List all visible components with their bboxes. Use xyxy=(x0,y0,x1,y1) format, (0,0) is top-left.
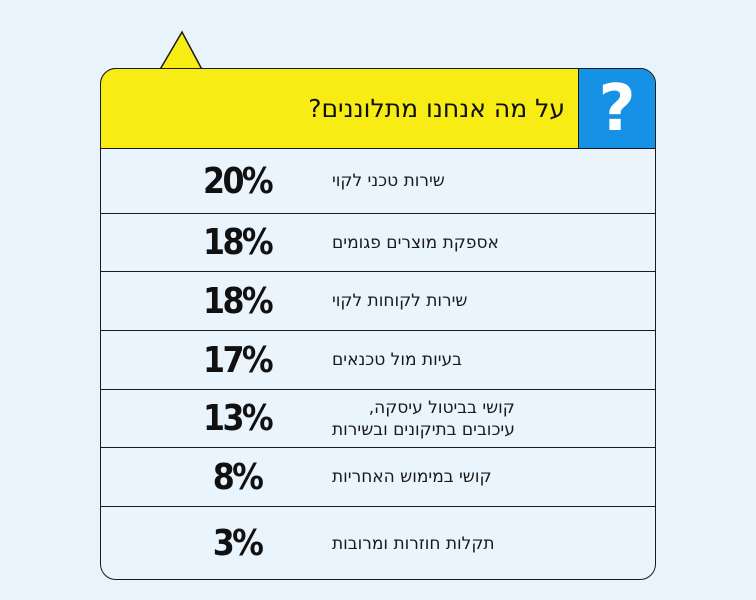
table-row: שירות טכני לקוי 20% xyxy=(100,149,656,214)
table-row: שירות לקוחות לקוי 18% xyxy=(100,272,656,331)
row-value: 18% xyxy=(203,280,274,322)
row-value: 13% xyxy=(203,398,274,439)
table-row: אספקת מוצרים פגומים 18% xyxy=(100,214,656,272)
table-row: קושי במימוש האחריות 8% xyxy=(100,448,656,507)
row-label: בעיות מול טכנאים xyxy=(332,350,462,370)
row-value: 17% xyxy=(203,339,274,381)
question-mark-icon: ? xyxy=(578,69,655,148)
table-row: תקלות חוזרות ומרובות 3% xyxy=(100,507,656,580)
row-label: קושי בביטול עיסקה, עיכובים בתיקונים ובשיר… xyxy=(332,397,515,440)
row-label: תקלות חוזרות ומרובות xyxy=(332,533,495,554)
table-row: קושי בביטול עיסקה, עיכובים בתיקונים ובשיר… xyxy=(100,390,656,448)
row-label: אספקת מוצרים פגומים xyxy=(332,232,499,253)
card-header: על מה אנחנו מתלוננים? ? xyxy=(100,68,656,149)
row-value: 20% xyxy=(203,160,274,202)
row-label: קושי במימוש האחריות xyxy=(332,467,492,487)
row-label: שירות טכני לקוי xyxy=(332,171,445,191)
row-value: 8% xyxy=(212,456,264,498)
row-label: שירות לקוחות לקוי xyxy=(332,291,468,311)
page-title: על מה אנחנו מתלוננים? xyxy=(308,94,565,123)
complaints-table: שירות טכני לקוי 20% אספקת מוצרים פגומים 18%… xyxy=(100,149,656,580)
complaints-card xyxy=(100,68,656,580)
row-value: 3% xyxy=(212,523,264,564)
row-value: 18% xyxy=(203,222,274,263)
table-row: בעיות מול טכנאים 17% xyxy=(100,331,656,390)
